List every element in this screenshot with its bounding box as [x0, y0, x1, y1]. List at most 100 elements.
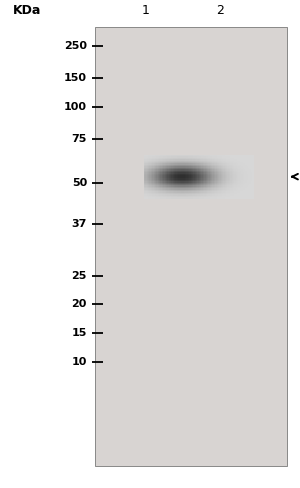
Bar: [167, 183, 169, 184]
Bar: [200, 168, 202, 169]
Bar: [232, 193, 233, 194]
Bar: [156, 156, 158, 158]
Bar: [158, 159, 159, 161]
Bar: [159, 156, 160, 158]
Bar: [193, 159, 195, 161]
Bar: [181, 178, 182, 180]
Bar: [249, 161, 251, 162]
Bar: [240, 193, 241, 194]
Bar: [244, 171, 245, 172]
Bar: [171, 197, 173, 199]
Bar: [188, 178, 189, 180]
Bar: [188, 159, 189, 161]
Bar: [229, 191, 230, 193]
Bar: [177, 187, 178, 188]
Bar: [176, 163, 177, 165]
Bar: [166, 161, 167, 162]
Bar: [208, 188, 210, 190]
Bar: [230, 183, 232, 184]
Bar: [232, 172, 233, 174]
Bar: [155, 194, 156, 196]
Bar: [218, 163, 219, 165]
Bar: [152, 197, 154, 199]
Bar: [247, 178, 248, 180]
Bar: [177, 158, 178, 159]
Bar: [159, 158, 160, 159]
Bar: [208, 162, 210, 163]
Bar: [243, 184, 244, 185]
Bar: [202, 184, 203, 185]
Bar: [199, 168, 200, 169]
Bar: [210, 190, 211, 191]
Bar: [166, 197, 167, 199]
Bar: [176, 187, 177, 188]
Bar: [210, 188, 211, 190]
Bar: [226, 169, 227, 171]
Bar: [154, 165, 155, 166]
Bar: [214, 158, 215, 159]
Bar: [224, 191, 225, 193]
Bar: [169, 163, 170, 165]
Bar: [215, 159, 217, 161]
Bar: [188, 194, 189, 196]
Bar: [173, 180, 174, 181]
Bar: [151, 156, 152, 158]
Bar: [243, 163, 244, 165]
Bar: [180, 166, 181, 168]
Bar: [162, 183, 163, 184]
Bar: [176, 165, 177, 166]
Bar: [189, 159, 190, 161]
Bar: [156, 161, 158, 162]
Bar: [229, 196, 230, 197]
Bar: [162, 169, 163, 171]
Bar: [238, 171, 240, 172]
Bar: [214, 197, 215, 199]
Bar: [251, 177, 252, 178]
Bar: [243, 191, 244, 193]
Bar: [251, 190, 252, 191]
Bar: [225, 169, 226, 171]
Bar: [207, 156, 208, 158]
Bar: [164, 190, 166, 191]
Bar: [144, 177, 146, 178]
Bar: [243, 161, 244, 162]
Bar: [200, 158, 202, 159]
Bar: [190, 161, 192, 162]
Bar: [169, 161, 170, 162]
Bar: [147, 161, 148, 162]
Bar: [181, 177, 182, 178]
Bar: [200, 187, 202, 188]
Bar: [178, 165, 180, 166]
Bar: [156, 177, 158, 178]
Bar: [210, 181, 211, 183]
Bar: [221, 196, 222, 197]
Bar: [215, 181, 217, 183]
Bar: [204, 196, 206, 197]
Bar: [177, 188, 178, 190]
Bar: [232, 183, 233, 184]
Bar: [208, 191, 210, 193]
Bar: [238, 184, 240, 185]
Bar: [232, 156, 233, 158]
Bar: [227, 156, 229, 158]
Bar: [224, 168, 225, 169]
Bar: [251, 193, 252, 194]
Bar: [166, 196, 167, 197]
Bar: [174, 180, 176, 181]
Bar: [160, 169, 162, 171]
Bar: [204, 165, 206, 166]
Bar: [164, 181, 166, 183]
Bar: [203, 158, 204, 159]
Bar: [152, 181, 154, 183]
Bar: [202, 155, 203, 156]
Bar: [204, 177, 206, 178]
Bar: [237, 165, 238, 166]
Bar: [158, 197, 159, 199]
Bar: [200, 193, 202, 194]
Bar: [207, 193, 208, 194]
Bar: [166, 158, 167, 159]
Bar: [251, 162, 252, 163]
Bar: [174, 168, 176, 169]
Bar: [186, 171, 188, 172]
Bar: [164, 168, 166, 169]
